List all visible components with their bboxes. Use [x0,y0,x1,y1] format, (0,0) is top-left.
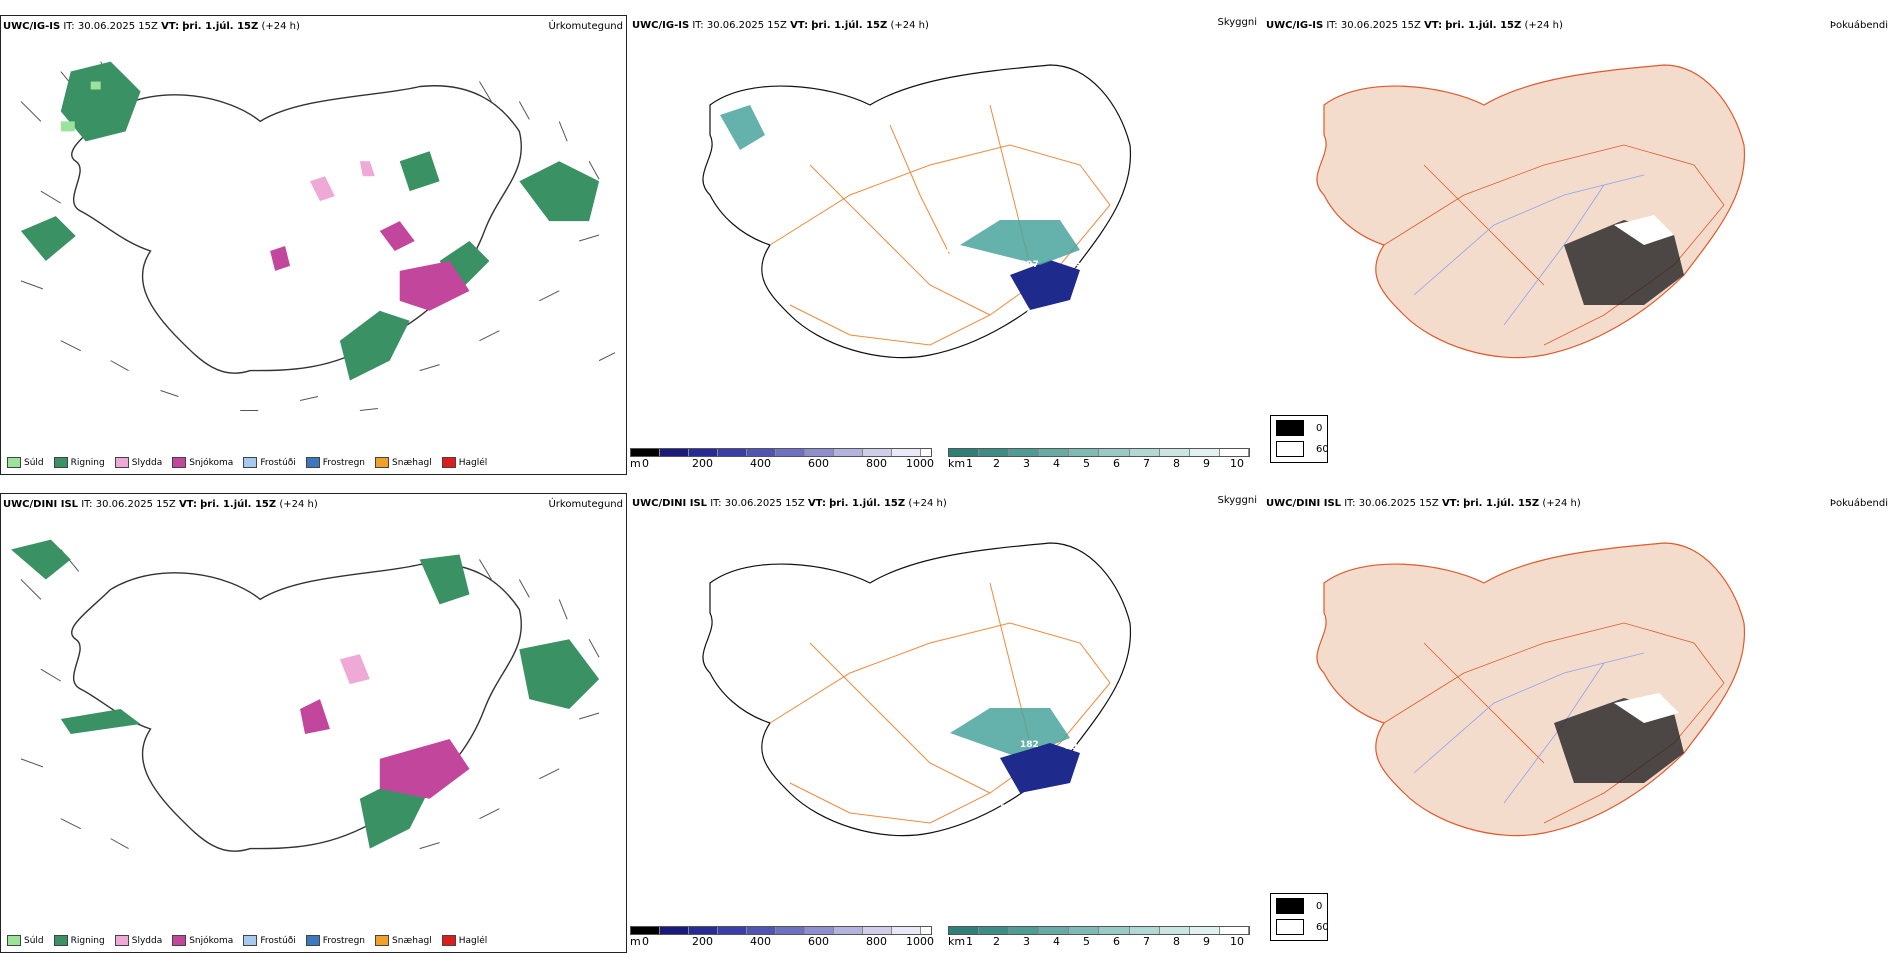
visibility-scale-labels: km 1 2 3 4 5 6 7 8 9 10 [948,457,1244,470]
precip-map [10,539,600,852]
fog-legend: 0 60 [1270,893,1329,941]
fog-map [1316,542,1746,837]
visibility-colorbar [948,926,1250,935]
panel-title: Skyggni [1217,17,1257,28]
panel-header: UWC/IG-IS IT: 30.06.2025 15Z VT: þri. 1.… [1266,20,1563,31]
fog-map [1316,64,1746,359]
panel-title: Úrkomutegund [548,499,623,510]
precip-legend: Súld Rigning Slydda Snjókoma Frostúði Fr… [7,457,487,468]
panel-header: UWC/DINI ISL IT: 30.06.2025 15Z VT: þri.… [1266,498,1581,509]
panel-title: Skyggni [1217,495,1257,506]
ceiling-scale-labels: m 0 200 400 600 800 1000 [630,935,934,948]
visibility-scale-labels: km 1 2 3 4 5 6 7 8 9 10 [948,935,1244,948]
precip-type-panel-1: UWC/IG-IS IT: 30.06.2025 15Z VT: þri. 1.… [0,15,627,475]
visibility-panel-1: UWC/IG-IS IT: 30.06.2025 15Z VT: þri. 1.… [630,15,1329,475]
ceiling-scale-labels: m 0 200 400 600 800 1000 [630,457,934,470]
precip-map [20,61,616,411]
panel-header: UWC/IG-IS IT: 30.06.2025 15Z VT: þri. 1.… [3,21,300,32]
fog-indicator-panel-1: UWC/IG-IS IT: 30.06.2025 15Z VT: þri. 1.… [1264,15,1891,475]
ceiling-colorbar [630,926,932,935]
panel-header: UWC/DINI ISL IT: 30.06.2025 15Z VT: þri.… [3,499,318,510]
panel-header: UWC/IG-IS IT: 30.06.2025 15Z VT: þri. 1.… [632,20,929,31]
visibility-map [702,542,1132,837]
panel-title: Þokuábendi [1829,20,1888,31]
panel-title: Úrkomutegund [548,21,623,32]
visibility-colorbar [948,448,1250,457]
fog-legend: 0 60 [1270,415,1329,463]
precip-type-panel-2: UWC/DINI ISL IT: 30.06.2025 15Z VT: þri.… [0,493,627,953]
visibility-panel-2: UWC/DINI ISL IT: 30.06.2025 15Z VT: þri.… [630,493,1329,953]
ceiling-colorbar [630,448,932,457]
visibility-map [702,64,1132,359]
precip-legend: Súld Rigning Slydda Snjókoma Frostúði Fr… [7,935,487,946]
panel-header: UWC/DINI ISL IT: 30.06.2025 15Z VT: þri.… [632,498,947,509]
panel-title: Þokuábendi [1829,498,1888,509]
fog-indicator-panel-2: UWC/DINI ISL IT: 30.06.2025 15Z VT: þri.… [1264,493,1891,953]
